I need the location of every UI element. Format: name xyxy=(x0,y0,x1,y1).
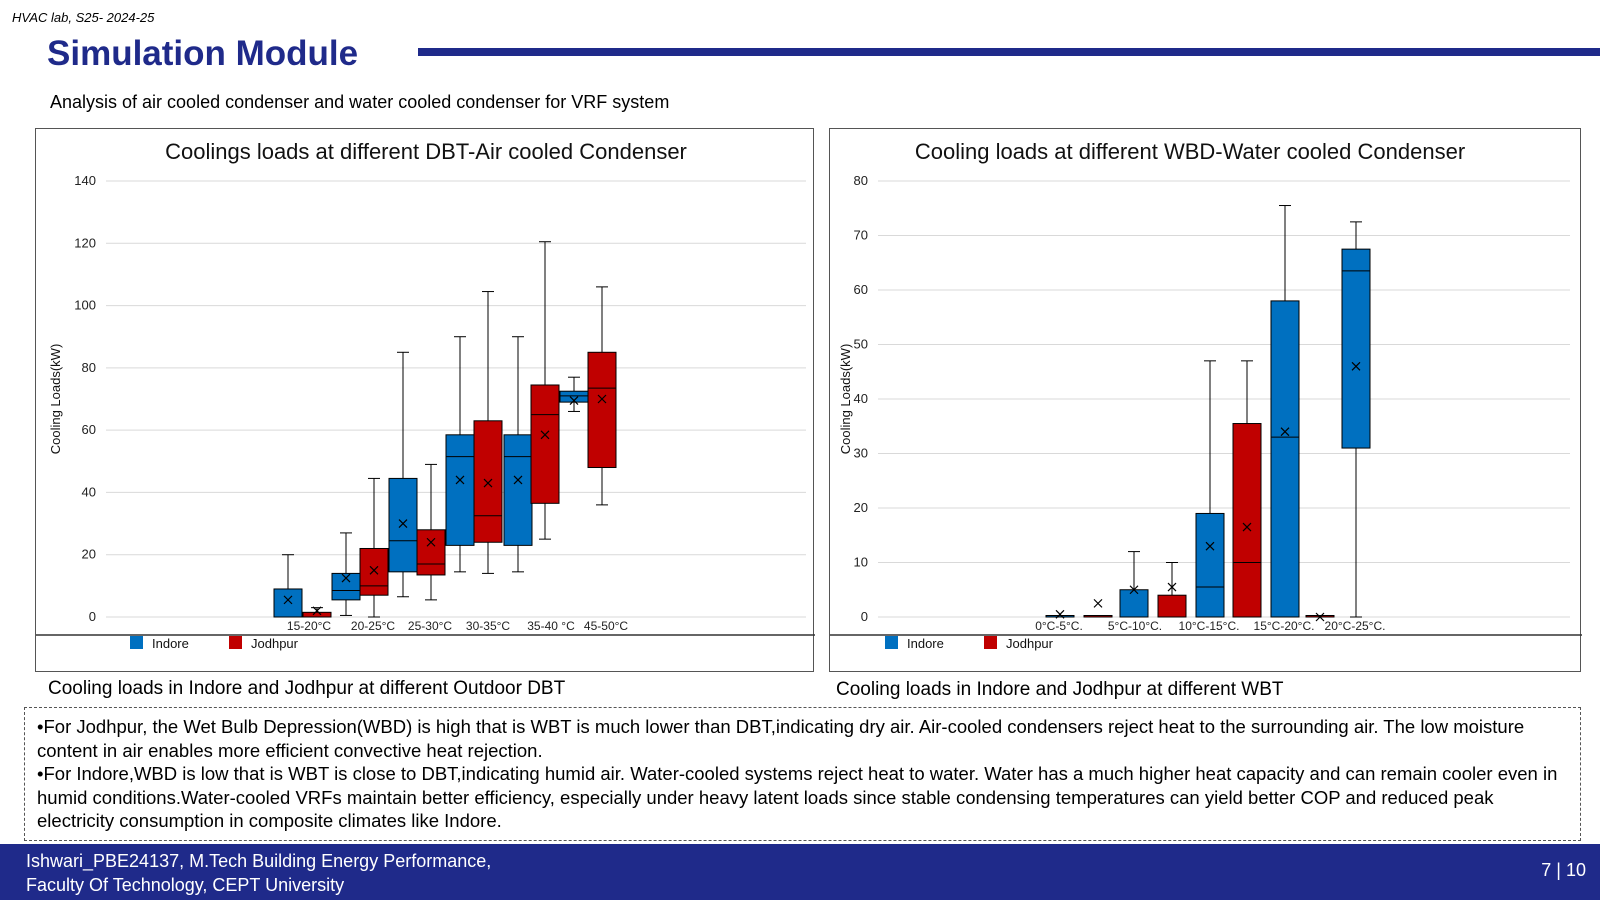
mean-marker xyxy=(483,478,493,488)
footer: Ishwari_PBE24137, M.Tech Building Energy… xyxy=(0,844,1600,900)
mean-marker xyxy=(1129,585,1139,595)
mean-marker xyxy=(341,573,351,583)
wbt-chart-caption: Cooling loads in Indore and Jodhpur at d… xyxy=(836,679,1284,700)
x-tick-label: 0°C-5°C. xyxy=(1035,619,1083,633)
y-tick-label: 80 xyxy=(854,173,868,188)
x-tick-label: 5°C-10°C. xyxy=(1108,619,1162,633)
mean-marker xyxy=(455,475,465,485)
dbt-chart-box: Coolings loads at different DBT-Air cool… xyxy=(35,128,815,672)
legend-swatch-indore xyxy=(130,636,143,649)
x-tick-label: 15-20°C xyxy=(287,619,331,633)
mean-marker xyxy=(1351,361,1361,371)
chart-title: Coolings loads at different DBT-Air cool… xyxy=(165,139,687,164)
y-tick-label: 60 xyxy=(82,422,96,437)
mean-marker xyxy=(398,519,408,528)
course-label: HVAC lab, S25- 2024-25 xyxy=(12,10,155,25)
x-tick-label: 15°C-20°C. xyxy=(1254,619,1315,633)
y-axis-label: Cooling Loads(kW) xyxy=(838,344,853,455)
legend-label-indore: Indore xyxy=(152,636,189,651)
legend-label-jodhpur: Jodhpur xyxy=(1006,636,1054,651)
footer-author: Ishwari_PBE24137, M.Tech Building Energy… xyxy=(26,849,491,897)
x-tick-label: 30-35°C xyxy=(466,619,510,633)
box-indore xyxy=(273,588,303,618)
y-tick-label: 140 xyxy=(74,173,96,188)
legend-label-indore: Indore xyxy=(907,636,944,651)
mean-marker xyxy=(1205,541,1215,551)
wbt-box-chart: Cooling loads at different WBD-Water coo… xyxy=(830,139,1582,651)
x-tick-label: 25-30°C xyxy=(408,619,452,633)
legend-swatch-jodhpur xyxy=(229,636,242,649)
page-subtitle: Analysis of air cooled condenser and wat… xyxy=(50,92,670,112)
box-indore xyxy=(1341,248,1371,449)
box-jodhpur xyxy=(587,351,617,469)
mean-marker xyxy=(1242,522,1252,532)
box-jodhpur xyxy=(1232,423,1262,618)
box-indore xyxy=(388,477,418,573)
box-indore xyxy=(445,434,475,546)
page-number: 7 | 10 xyxy=(1541,860,1586,880)
y-tick-label: 100 xyxy=(74,298,96,313)
x-tick-label: 20°C-25°C. xyxy=(1325,619,1386,633)
box-jodhpur xyxy=(302,611,332,618)
chart-title: Cooling loads at different WBD-Water coo… xyxy=(915,139,1465,164)
x-tick-label: 45-50°C xyxy=(584,619,628,633)
y-tick-label: 20 xyxy=(854,500,868,515)
mean-marker xyxy=(1093,598,1103,608)
dbt-box-chart: Coolings loads at different DBT-Air cool… xyxy=(36,139,815,651)
notes-box: •For Jodhpur, the Wet Bulb Depression(WB… xyxy=(24,707,1581,841)
legend-swatch-jodhpur xyxy=(984,636,997,649)
footer-line-1: Ishwari_PBE24137, M.Tech Building Energy… xyxy=(26,851,492,871)
mean-marker xyxy=(1280,427,1290,437)
y-tick-label: 10 xyxy=(854,555,868,570)
mean-marker xyxy=(312,606,322,616)
y-tick-label: 80 xyxy=(82,360,96,375)
page-title: Simulation Module xyxy=(47,34,359,73)
x-tick-label: 20-25°C xyxy=(351,619,395,633)
mean-marker xyxy=(426,537,436,547)
mean-marker xyxy=(513,475,523,485)
mean-marker xyxy=(369,565,379,575)
box-jodhpur xyxy=(359,547,389,596)
box-indore xyxy=(1195,512,1225,618)
mean-marker xyxy=(597,394,607,404)
box-indore xyxy=(1270,300,1300,618)
x-tick-label: 10°C-15°C. xyxy=(1179,619,1240,633)
legend-swatch-indore xyxy=(885,636,898,649)
wbt-chart-box: Cooling loads at different WBD-Water coo… xyxy=(829,128,1582,672)
mean-marker xyxy=(540,430,550,440)
title-rule xyxy=(418,48,1600,56)
box-jodhpur xyxy=(416,529,446,576)
y-tick-label: 60 xyxy=(854,282,868,297)
y-tick-label: 40 xyxy=(854,391,868,406)
y-tick-label: 40 xyxy=(82,484,96,499)
y-tick-label: 120 xyxy=(74,235,96,250)
mean-marker xyxy=(1055,609,1065,619)
y-tick-label: 0 xyxy=(861,609,868,624)
y-tick-label: 30 xyxy=(854,446,868,461)
box-jodhpur xyxy=(473,420,503,543)
mean-marker xyxy=(569,396,579,405)
note-jodhpur: •For Jodhpur, the Wet Bulb Depression(WB… xyxy=(37,716,1525,761)
y-axis-label: Cooling Loads(kW) xyxy=(48,344,63,455)
dbt-chart-caption: Cooling loads in Indore and Jodhpur at d… xyxy=(48,678,566,699)
box-indore xyxy=(1119,589,1149,618)
note-indore: •For Indore,WBD is low that is WBT is cl… xyxy=(37,763,1558,831)
mean-marker xyxy=(1315,612,1325,622)
x-tick-label: 35-40 °C xyxy=(527,619,575,633)
y-tick-label: 20 xyxy=(82,547,96,562)
footer-line-2: Faculty Of Technology, CEPT University xyxy=(26,875,345,895)
box-jodhpur xyxy=(1157,594,1187,618)
box-indore xyxy=(503,434,533,546)
y-tick-label: 0 xyxy=(89,609,96,624)
mean-marker xyxy=(1167,582,1177,592)
y-tick-label: 70 xyxy=(854,228,868,243)
legend-label-jodhpur: Jodhpur xyxy=(251,636,299,651)
box-jodhpur xyxy=(530,384,560,504)
mean-marker xyxy=(283,595,293,605)
y-tick-label: 50 xyxy=(854,337,868,352)
